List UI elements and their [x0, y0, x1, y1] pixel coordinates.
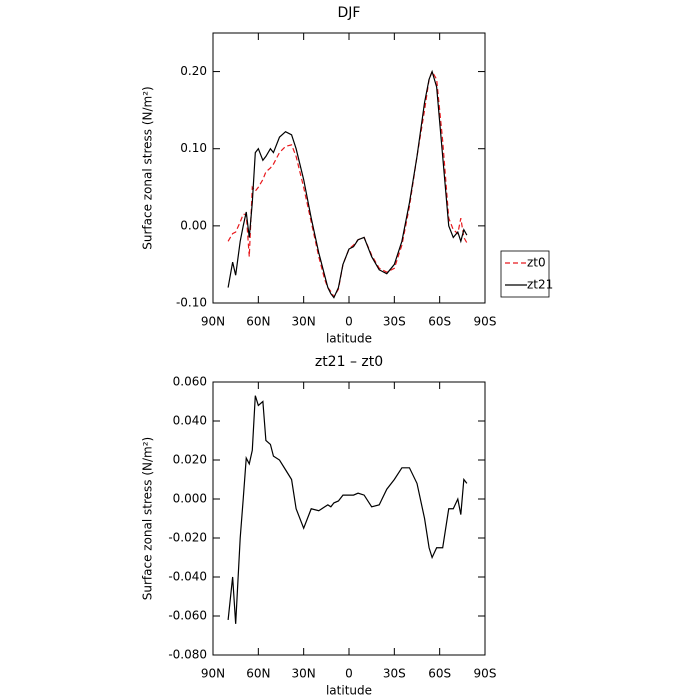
- x-tick-label: 90S: [474, 667, 497, 681]
- chart-title: DJF: [338, 5, 361, 21]
- x-tick-label: 90S: [474, 315, 497, 329]
- y-tick-label: -0.060: [168, 609, 207, 623]
- x-tick-label: 60N: [246, 667, 270, 681]
- y-axis-label: Surface zonal stress (N/m²): [141, 437, 155, 601]
- y-tick-label: -0.080: [168, 648, 207, 662]
- legend-label: zt21: [527, 278, 553, 292]
- y-tick-label: 0.040: [173, 414, 207, 428]
- y-tick-label: 0.20: [180, 64, 207, 78]
- x-tick-label: 60S: [428, 315, 451, 329]
- y-tick-label: -0.040: [168, 570, 207, 584]
- x-axis-label: latitude: [326, 684, 372, 698]
- y-axis-label: Surface zonal stress (N/m²): [141, 86, 155, 250]
- chart-title: zt21 – zt0: [315, 354, 383, 370]
- x-tick-label: 60N: [246, 315, 270, 329]
- y-tick-label: 0.020: [173, 453, 207, 467]
- legend-box: [500, 250, 550, 298]
- data-line: [227, 69, 468, 299]
- y-tick-label: 0.000: [173, 492, 207, 506]
- y-tick-label: -0.020: [168, 531, 207, 545]
- y-tick-label: -0.10: [176, 296, 207, 310]
- x-tick-label: 30N: [292, 315, 316, 329]
- legend-label: zt0: [527, 256, 546, 270]
- x-tick-label: 0: [345, 667, 353, 681]
- y-tick-label: 0.060: [173, 375, 207, 389]
- y-tick-label: 0.10: [180, 141, 207, 155]
- data-line: [227, 395, 468, 624]
- x-tick-label: 30S: [383, 315, 406, 329]
- y-tick-label: 0.00: [180, 218, 207, 232]
- x-tick-label: 90N: [201, 667, 225, 681]
- x-tick-label: 90N: [201, 315, 225, 329]
- x-axis-label: latitude: [326, 332, 372, 346]
- data-line: [227, 70, 468, 299]
- x-tick-label: 60S: [428, 667, 451, 681]
- x-tick-label: 0: [345, 315, 353, 329]
- x-tick-label: 30S: [383, 667, 406, 681]
- x-tick-label: 30N: [292, 667, 316, 681]
